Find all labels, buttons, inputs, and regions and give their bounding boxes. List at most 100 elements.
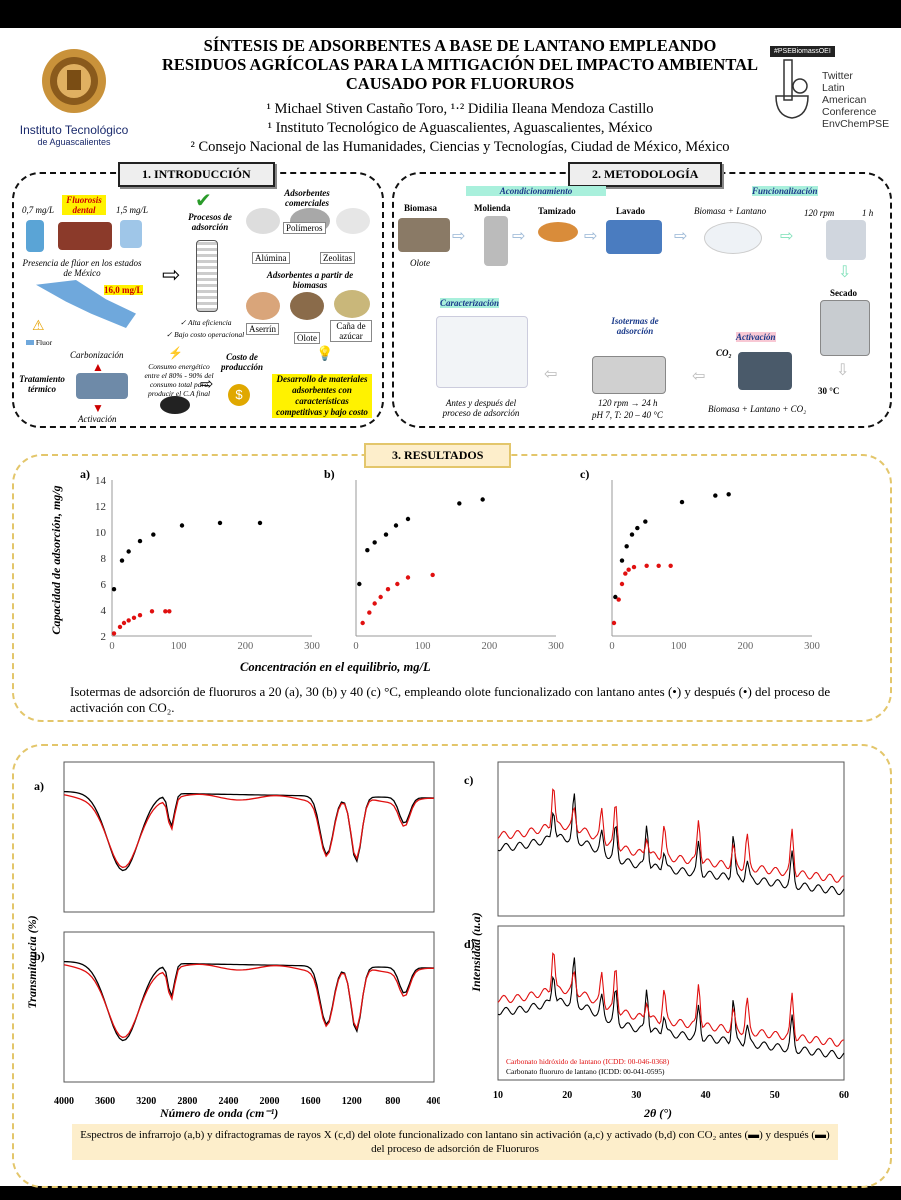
data-point [393,523,399,528]
process-title: Procesos de adsorción [188,212,232,232]
fluorosis-label: Fluorosis dental [62,195,106,215]
data-point [111,587,117,592]
lanthanum-powder-image [704,222,762,254]
map-legend: Fluor [26,338,52,347]
warning-icon: ⚠ [32,319,45,334]
conference-logo: #PSEBiomassOEI Twitter Latin American Co… [770,40,890,130]
alumina-photo [246,208,280,234]
bottom-bar [0,1186,901,1200]
spectra-caption: Espectros de infrarrojo (a,b) y difracto… [72,1124,838,1160]
data-point [480,497,485,502]
y-tick-label: 14 [95,475,107,487]
lightning-icon: ⚡ [168,346,183,360]
sugarcane-photo [334,290,370,318]
y-tick-label: 6 [101,579,107,591]
data-point [726,492,731,497]
xrd-panel-2: d) [464,925,845,1081]
data-point [383,532,389,537]
data-point [619,581,625,587]
conc-1: 0,7 mg/L [22,205,55,215]
activacion-label: Activación [736,332,776,342]
isotherm-chart-2: b) 0 100 200 300 [324,467,564,652]
caracterizacion-label: Caracterización [440,298,500,308]
arrow-down-icon: ▼ [92,401,104,415]
data-point [611,620,617,626]
polimeros-label: Polímeros [283,222,326,234]
ir-frame [63,761,435,913]
adsorption-column [196,240,218,312]
ir-panel-1: a) [34,761,435,913]
ir-curve-after [63,790,435,872]
conf-line-2: Latin [822,82,845,94]
data-point [713,493,718,498]
data-point [137,613,143,618]
arrow-left-icon-2: ⇦ [544,366,558,383]
isotherm-charts: Capacidad de adsorción, mg/g a)0 100 200 30… [49,467,820,652]
oven-image [820,300,870,356]
data-point [372,540,377,545]
presence-text: Presencia de flúor en los estados de Méx… [22,258,142,278]
x-tick-label: 100 [171,641,187,652]
x-tick-label: 100 [415,641,431,652]
data-point [111,631,117,636]
y-tick-label: 12 [95,501,106,513]
x-tick-label: 200 [237,641,253,652]
isotherm-chart-3: c) 0 100 200 300 [580,467,820,652]
title-line-2: RESIDUOS AGRÍCOLAS PARA LA MITIGACIÓN DE… [161,55,759,74]
xrd-frame [497,761,845,917]
temp-label: 30 °C [818,386,840,396]
ir-curve-before [63,793,434,869]
costo-label: Costo de producción [220,352,263,372]
arrow-icon-5: ⇨ [780,228,794,245]
olote-label: Olote [294,332,320,344]
arrow-right-icon: ⇨ [162,262,181,287]
iso-ylabel: Capacidad de adsorción, mg/g [49,485,63,634]
tamizado-label: Tamizado [538,206,576,216]
tube-furnace-image [738,352,792,390]
authors: ¹ Michael Stiven Castaño Toro, ¹·² Didil… [266,101,654,117]
data-point [385,587,391,592]
y-tick-label: 8 [101,553,107,565]
data-point [626,567,631,572]
data-point [372,601,377,606]
data-point [167,609,172,614]
lavado-label: Lavado [616,206,646,216]
y-tick-label: 2 [101,631,107,643]
intro-title: 1. INTRODUCCIÓN [118,162,275,187]
x-tick-label: 300 [304,641,320,652]
data-point [631,564,637,570]
ir-spectra: Transmitancia (%) a) b) 4000 3600 3200 2800 240… [25,761,440,1107]
lightbulb-icon: 💡 [316,347,334,362]
teeth-photo [58,222,112,250]
data-point [643,519,648,524]
data-point [668,563,673,568]
xrd-patterns: Intensidad (u.a) c) d) Carbonato hidróxido … [464,761,849,1101]
activacion-label: Activación [78,414,117,424]
money-icon: $ [228,384,250,406]
data-point [179,523,185,528]
stirrer-image [826,220,866,260]
conf-line-3: American [822,94,867,106]
data-point [149,609,155,614]
xrd-x-tick: 60 [839,1090,849,1101]
data-point [217,520,223,526]
xrd-x-tick: 20 [562,1090,572,1101]
iso-cond-1: 120 rpm → 24 h [598,398,658,408]
institute-logo: Instituto Tecnológico de Aguascalientes [18,46,130,147]
arrow-icon-3: ⇨ [584,228,598,245]
data-point [623,571,628,576]
sawdust-photo [246,292,280,320]
ir-frame [63,931,435,1083]
benefit-2: ✓ Bajo costo operacional [166,330,245,339]
ir-x-tick: 3200 [136,1096,156,1107]
method-title: 2. METODOLOGÍA [568,162,723,187]
ir-panel-2: b) [34,931,435,1083]
arrow-down-gray-icon: ⇩ [836,362,850,379]
data-point [117,624,123,630]
data-point [126,618,131,623]
x-tick-label: 100 [671,641,687,652]
co2-label: CO₂ [716,348,732,358]
conc-2: 1,5 mg/L [116,205,149,215]
conc-3: 16,0 mg/L [104,285,143,295]
xrd-frame [497,925,845,1081]
